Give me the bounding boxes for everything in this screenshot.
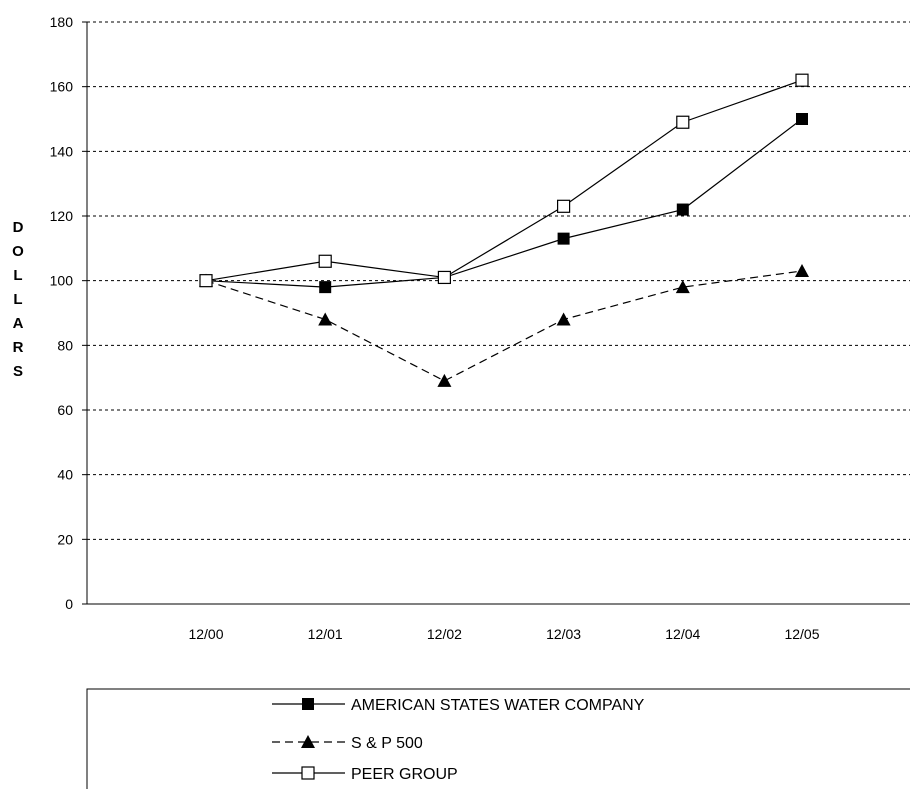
data-point <box>437 270 451 285</box>
x-tick-label: 12/02 <box>427 626 462 642</box>
x-tick-label: 12/00 <box>188 626 223 642</box>
series-line-1 <box>205 270 803 382</box>
x-tick-label: 12/01 <box>308 626 343 642</box>
data-point <box>556 199 571 213</box>
data-point <box>319 281 332 294</box>
legend-marker <box>301 735 315 748</box>
y-axis-label-letter: A <box>13 315 24 332</box>
data-point <box>676 203 689 216</box>
legend-label: AMERICAN STATES WATER COMPANY <box>351 697 645 714</box>
grid-lines <box>87 21 910 540</box>
legend-marker <box>301 766 315 780</box>
legend-box <box>86 688 910 789</box>
y-axis-label-letter: L <box>13 267 22 284</box>
x-tick-label: 12/03 <box>546 626 581 642</box>
y-tick-label: 140 <box>50 143 74 159</box>
data-point <box>318 312 333 326</box>
data-point <box>557 232 570 245</box>
y-axis-label-letter: L <box>13 291 22 308</box>
y-tick-label: 120 <box>50 208 74 224</box>
y-tick-label: 60 <box>57 402 73 418</box>
y-tick-label: 20 <box>57 531 73 547</box>
x-tick-labels: 12/00 12/01 12/02 12/03 12/04 12/05 <box>188 626 819 642</box>
y-tick-label: 0 <box>65 596 73 612</box>
data-point <box>556 312 571 326</box>
series-markers <box>199 73 809 387</box>
legend-label: S & P 500 <box>351 735 423 752</box>
data-point <box>675 280 690 294</box>
data-point <box>796 113 808 125</box>
data-point <box>199 274 213 288</box>
series-lines <box>205 79 803 382</box>
data-point <box>795 263 809 277</box>
series-line-0 <box>205 118 803 288</box>
legend: AMERICAN STATES WATER COMPANY S & P 500 PE… <box>86 688 910 789</box>
legend-marker <box>302 698 314 710</box>
legend-label: PEER GROUP <box>351 766 458 783</box>
y-axis-label-letter: D <box>13 219 24 236</box>
y-tick-label: 160 <box>50 79 74 95</box>
series-line-2 <box>205 79 803 282</box>
y-tick-label: 180 <box>50 14 74 30</box>
x-tick-label: 12/05 <box>784 626 819 642</box>
y-tick-label: 40 <box>57 467 73 483</box>
axes <box>82 21 910 605</box>
y-axis-label-letter: O <box>12 243 24 260</box>
y-axis-label-letter: S <box>13 363 23 380</box>
y-tick-labels: 0 20 40 60 80 100 120 140 160 180 <box>50 14 74 612</box>
y-tick-label: 100 <box>50 273 74 289</box>
x-tick-label: 12/04 <box>665 626 700 642</box>
data-point <box>795 73 809 87</box>
data-point <box>676 115 690 129</box>
y-axis-label-letter: R <box>13 339 24 356</box>
data-point <box>318 254 332 268</box>
y-tick-label: 80 <box>57 337 73 353</box>
data-point <box>437 373 452 387</box>
